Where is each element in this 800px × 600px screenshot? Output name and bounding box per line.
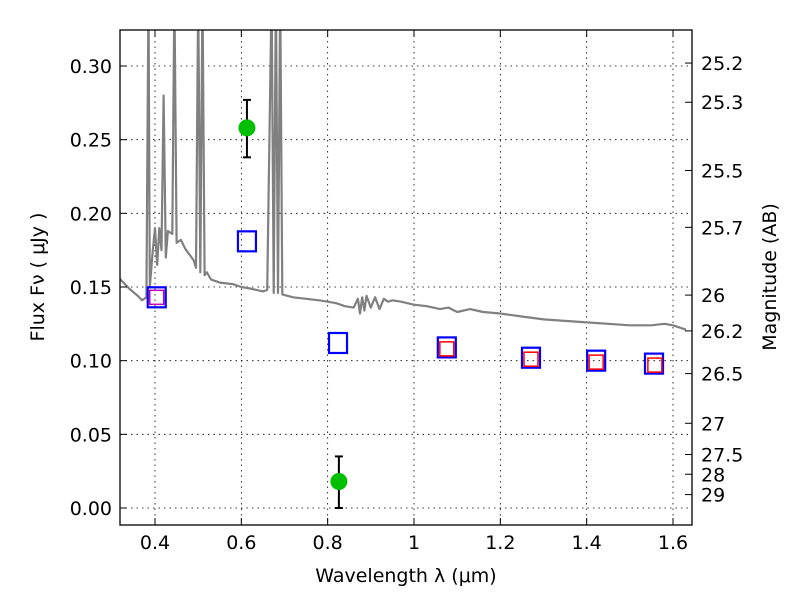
- y-tick-label: 0.10: [70, 351, 112, 373]
- y-tick-label: 0.05: [70, 424, 112, 446]
- y-axis-label: Flux Fν ( μJy ): [27, 213, 49, 342]
- axis-ticks: 0.4 0.6 0.8 1 1.2 1.4 1.6 0.00 0.05 0.10 0.15 0.20 0…: [70, 30, 743, 554]
- y-tick-label: 0.30: [70, 56, 112, 78]
- filter-photometry-marker: [148, 289, 165, 306]
- detection-point: [238, 119, 256, 137]
- x-axis-label: Wavelength λ (μm): [315, 565, 496, 587]
- x-tick-label: 0.6: [226, 532, 256, 554]
- model-photometry-marker: [236, 230, 258, 253]
- y-tick-label: 0.00: [70, 498, 112, 520]
- model-photometry-marker: [146, 286, 167, 309]
- right-tick-label: 26: [701, 285, 725, 307]
- model-photometry-marker: [436, 336, 457, 359]
- y-tick-label: 0.20: [70, 203, 112, 225]
- right-tick-label: 29: [701, 485, 725, 507]
- model-photometry-marker: [643, 352, 665, 375]
- grid: [120, 30, 692, 525]
- plot-frame: [119, 29, 693, 526]
- right-tick-label: 27: [701, 413, 725, 435]
- right-tick-label: 26.5: [701, 364, 743, 386]
- right-tick-label: 26.2: [701, 321, 743, 343]
- model-photometry-marker: [520, 346, 542, 369]
- filter-photometry-marker: [439, 341, 455, 357]
- right-tick-label: 25.7: [701, 217, 743, 239]
- model-photometry-marker: [327, 331, 349, 355]
- x-tick-label: 1.4: [572, 532, 602, 554]
- filter-photometry-marker: [588, 354, 604, 370]
- right-tick-label: 25.5: [701, 160, 743, 182]
- x-tick-label: 0.8: [313, 532, 343, 554]
- x-tick-label: 1.2: [485, 532, 515, 554]
- model-photometry-marker: [586, 349, 607, 372]
- right-axis-label: Magnitude (AB): [759, 203, 781, 351]
- right-tick-label: 25.3: [701, 92, 743, 114]
- right-tick-label: 28: [701, 464, 725, 486]
- filter-photometry-marker: [523, 351, 539, 367]
- x-tick-label: 0.4: [140, 532, 170, 554]
- detection-point: [330, 472, 348, 490]
- right-tick-label: 25.2: [701, 53, 743, 75]
- x-tick-label: 1: [408, 532, 420, 554]
- y-tick-label: 0.15: [70, 277, 112, 299]
- y-tick-label: 0.25: [70, 130, 112, 152]
- filter-photometry-marker: [647, 357, 663, 373]
- right-tick-label: 27.5: [701, 445, 743, 467]
- x-tick-label: 1.6: [658, 532, 688, 554]
- spectrum-line: [120, 30, 687, 331]
